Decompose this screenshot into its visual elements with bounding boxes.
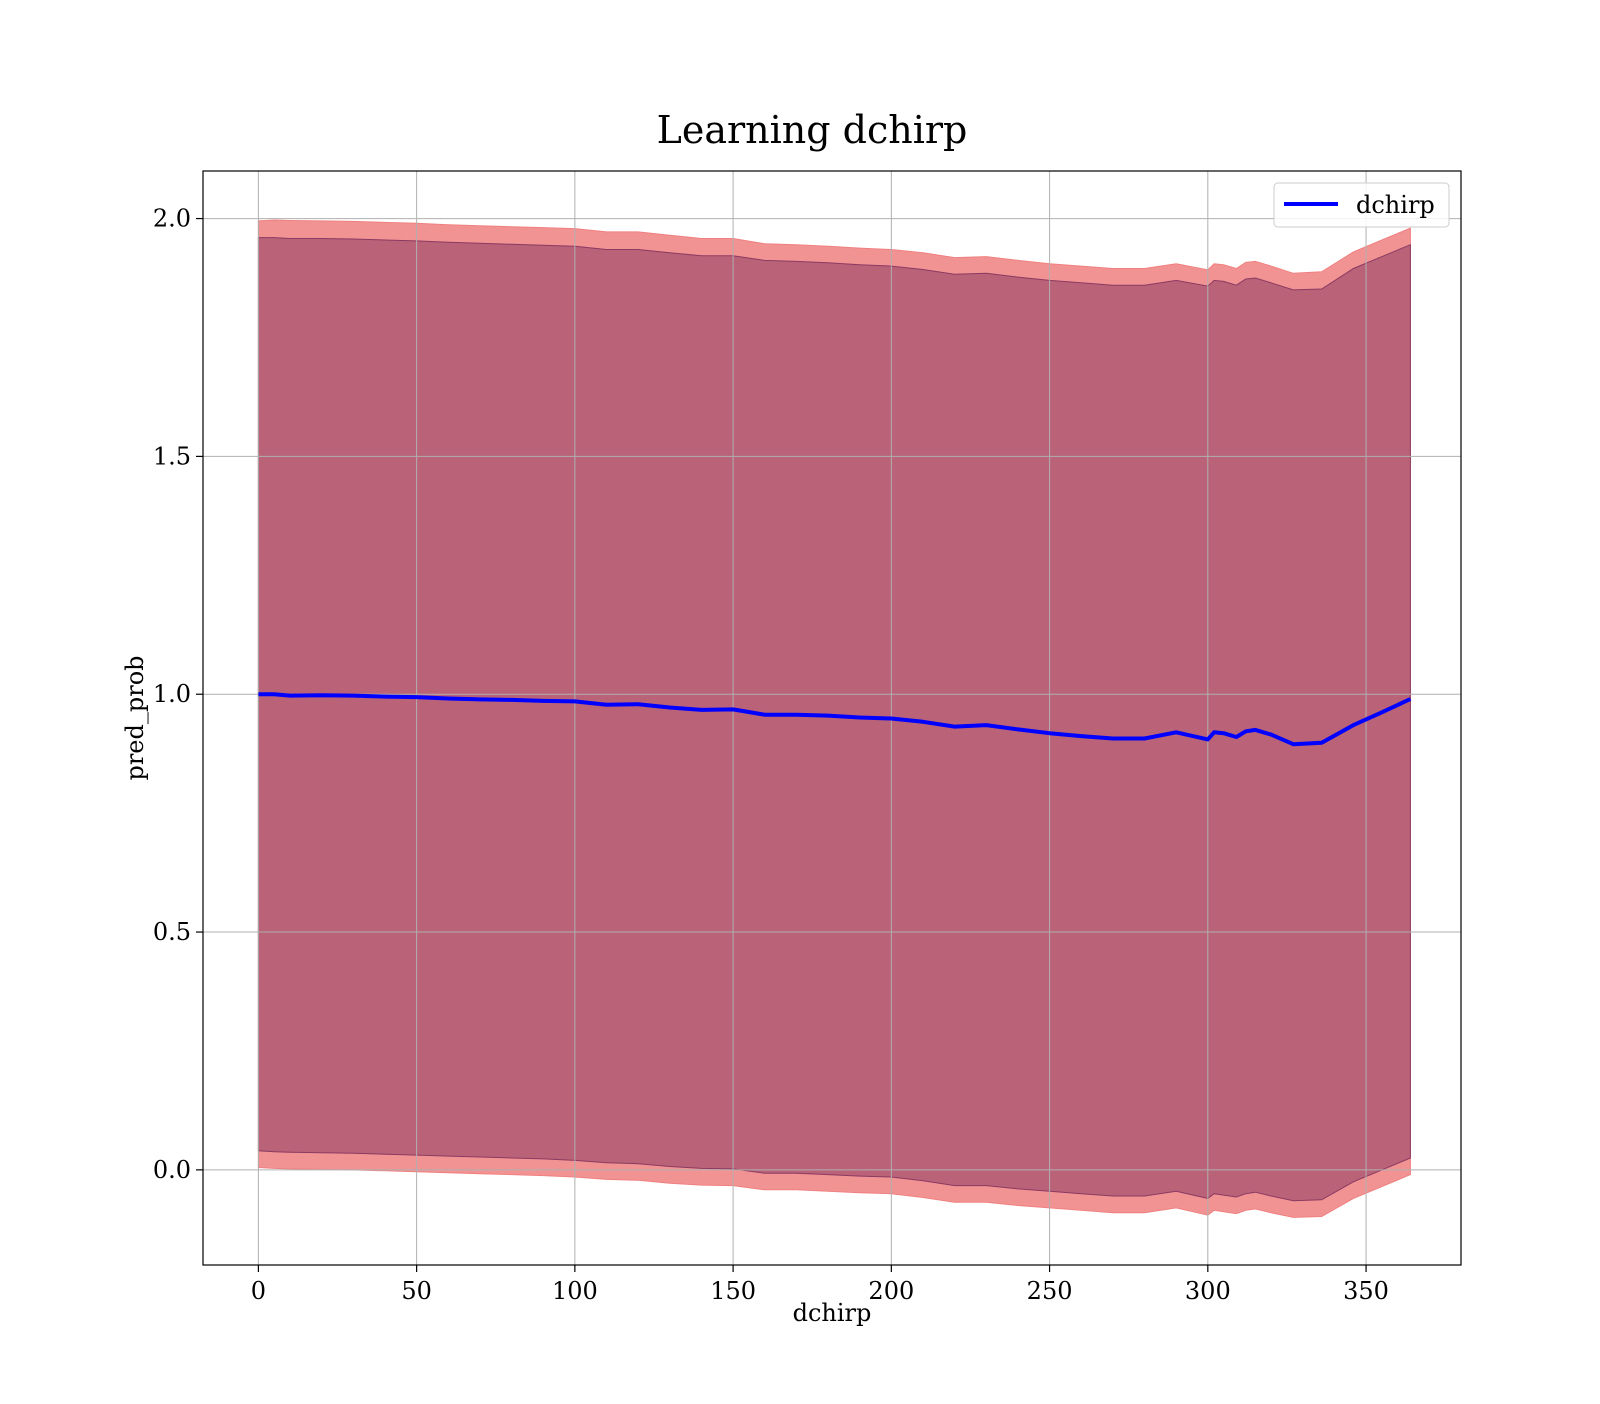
series-line-dchirp [258, 692, 1412, 747]
ticks-layer: 0 50 100 150 200 250 300 350 0.0 0.5 1.0 1.5 2.0 [153, 205, 1389, 1305]
y-tick-label: 1.5 [153, 442, 191, 470]
y-tick-label: 0.5 [153, 918, 191, 946]
x-tick-label: 0 [251, 1277, 266, 1305]
line-layer [258, 692, 1412, 747]
legend: dchirp [1273, 182, 1450, 228]
y-tick-label: 2.0 [153, 205, 191, 233]
x-axis-label: dchirp [793, 1299, 872, 1327]
y-tick-label: 0.0 [153, 1156, 191, 1184]
plot-area-frame [202, 170, 1462, 1266]
x-tick-label: 250 [1027, 1277, 1073, 1305]
x-tick-label: 150 [710, 1277, 756, 1305]
legend-box [1273, 182, 1450, 228]
confidence-band-1 [257, 237, 1411, 1202]
y-axis-label: pred_prob [121, 655, 149, 780]
x-tick-label: 100 [552, 1277, 598, 1305]
x-tick-label: 200 [868, 1277, 914, 1305]
legend-label-dchirp: dchirp [1356, 191, 1435, 219]
band-layer [257, 219, 1411, 1218]
y-tick-label: 1.0 [153, 680, 191, 708]
chart-title: Learning dchirp [657, 108, 968, 152]
x-tick-label: 300 [1185, 1277, 1231, 1305]
x-tick-label: 350 [1343, 1277, 1389, 1305]
x-tick-label: 50 [401, 1277, 432, 1305]
